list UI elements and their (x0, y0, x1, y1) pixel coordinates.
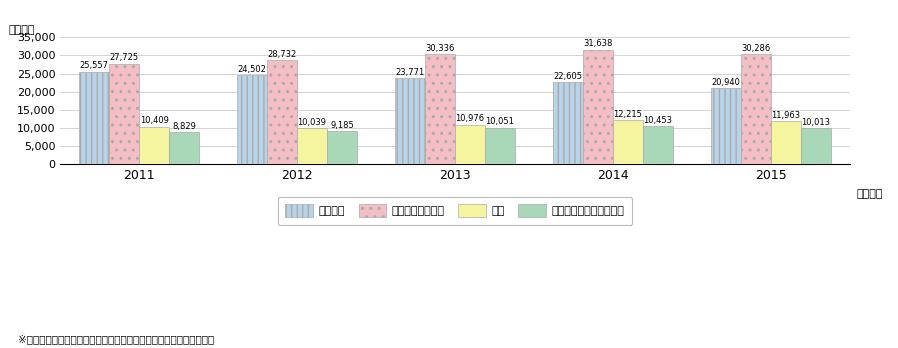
Text: 30,286: 30,286 (741, 44, 770, 53)
Bar (237, 76, 267, 164)
Text: （年度）: （年度） (857, 189, 883, 199)
Bar (583, 49, 612, 164)
Text: 10,976: 10,976 (455, 114, 484, 123)
Text: 27,725: 27,725 (110, 53, 138, 62)
Text: 12,215: 12,215 (613, 110, 642, 119)
Bar (169, 132, 199, 164)
Bar (395, 78, 425, 164)
Text: 22,605: 22,605 (553, 72, 582, 81)
Bar (741, 54, 770, 164)
Text: 10,453: 10,453 (643, 116, 673, 125)
Bar (425, 54, 455, 164)
Text: 23,771: 23,771 (395, 68, 425, 77)
Bar (455, 125, 485, 164)
Bar (710, 88, 741, 164)
Text: 10,039: 10,039 (297, 118, 327, 127)
Text: 28,732: 28,732 (268, 50, 296, 58)
Text: 11,963: 11,963 (771, 111, 800, 119)
Bar (643, 126, 673, 164)
Text: 10,051: 10,051 (486, 118, 515, 126)
Bar (801, 128, 831, 164)
Text: 10,013: 10,013 (801, 118, 830, 127)
Bar (110, 64, 139, 164)
Text: 30,336: 30,336 (426, 44, 454, 53)
Bar (612, 120, 643, 164)
Text: 20,940: 20,940 (711, 78, 740, 87)
Bar (553, 82, 583, 164)
Text: 10,409: 10,409 (140, 116, 169, 125)
Text: 25,557: 25,557 (80, 61, 109, 70)
Text: 24,502: 24,502 (238, 65, 267, 74)
Bar (139, 127, 169, 164)
Bar (327, 131, 357, 164)
Bar (79, 72, 110, 164)
Text: ※研究内容が複数の分野にまたがる場合は、重複して計上されている: ※研究内容が複数の分野にまたがる場合は、重複して計上されている (18, 334, 215, 345)
Text: （億円）: （億円） (9, 25, 35, 35)
Text: 9,185: 9,185 (330, 121, 354, 129)
Text: 8,829: 8,829 (172, 122, 196, 131)
Bar (267, 60, 297, 164)
Bar (297, 128, 327, 164)
Text: 31,638: 31,638 (583, 39, 612, 48)
Legend: 情報通信, ライフサイエンス, 環境, ナノテクノロジー・材料: 情報通信, ライフサイエンス, 環境, ナノテクノロジー・材料 (277, 197, 632, 225)
Bar (770, 121, 801, 164)
Bar (485, 128, 515, 164)
